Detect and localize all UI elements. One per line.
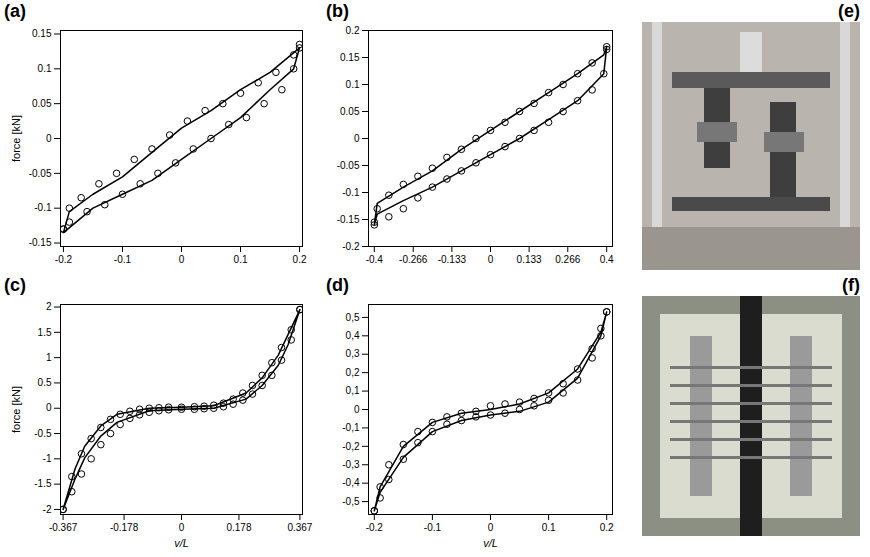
svg-text:-1.5: -1.5 xyxy=(34,478,52,489)
svg-text:0.1: 0.1 xyxy=(542,522,556,533)
svg-text:0,1: 0,1 xyxy=(346,385,360,396)
html-text:(e): (e) xyxy=(838,1,860,21)
svg-text:-0.266: -0.266 xyxy=(399,254,428,265)
svg-text:-0,3: -0,3 xyxy=(342,459,360,470)
svg-text:0.15: 0.15 xyxy=(32,28,52,39)
svg-text:2: 2 xyxy=(46,301,52,312)
svg-text:0.2: 0.2 xyxy=(346,25,360,36)
html-text:(f): (f) xyxy=(842,275,860,295)
svg-text:0: 0 xyxy=(179,254,185,265)
svg-text:0: 0 xyxy=(46,133,52,144)
svg-text:-0.178: -0.178 xyxy=(110,522,139,533)
svg-text:-0.2: -0.2 xyxy=(342,241,360,252)
svg-text:-1: -1 xyxy=(43,453,52,464)
html-text:(c): (c) xyxy=(4,275,26,295)
svg-text:0: 0 xyxy=(46,402,52,413)
svg-text:0.2: 0.2 xyxy=(293,254,307,265)
svg-text:0: 0 xyxy=(488,522,494,533)
svg-text:0.15: 0.15 xyxy=(340,52,360,63)
svg-text:0.1: 0.1 xyxy=(38,63,52,74)
svg-text:0.133: 0.133 xyxy=(517,254,542,265)
svg-text:-0.05: -0.05 xyxy=(29,168,52,179)
svg-text:-0.05: -0.05 xyxy=(337,160,360,171)
svg-text:-0.2: -0.2 xyxy=(55,254,73,265)
svg-text:0: 0 xyxy=(354,133,360,144)
svg-text:0.4: 0.4 xyxy=(600,254,614,265)
svg-text:0.367: 0.367 xyxy=(287,522,312,533)
svg-text:0: 0 xyxy=(354,404,360,415)
svg-text:1.5: 1.5 xyxy=(38,327,52,338)
svg-text:0,5: 0,5 xyxy=(346,312,360,323)
svg-text:-0.2: -0.2 xyxy=(366,522,384,533)
svg-text:force [kN]: force [kN] xyxy=(10,115,22,162)
svg-text:-0,4: -0,4 xyxy=(342,477,360,488)
svg-text:0.05: 0.05 xyxy=(340,106,360,117)
svg-text:1: 1 xyxy=(46,352,52,363)
svg-text:-0.15: -0.15 xyxy=(337,214,360,225)
svg-text:0.5: 0.5 xyxy=(38,377,52,388)
svg-text:v/L: v/L xyxy=(174,537,189,549)
svg-text:force [kN]: force [kN] xyxy=(10,386,22,433)
svg-text:0.2: 0.2 xyxy=(600,522,614,533)
svg-text:0.1: 0.1 xyxy=(346,79,360,90)
svg-text:-0,2: -0,2 xyxy=(342,441,360,452)
html-text:(a): (a) xyxy=(4,1,26,21)
html-text:(b): (b) xyxy=(326,1,349,21)
svg-text:0: 0 xyxy=(179,522,185,533)
svg-text:-0.5: -0.5 xyxy=(34,428,52,439)
svg-text:-0.4: -0.4 xyxy=(366,254,384,265)
svg-text:-2: -2 xyxy=(43,504,52,515)
svg-text:0,4: 0,4 xyxy=(346,330,360,341)
svg-text:-0.15: -0.15 xyxy=(29,237,52,248)
svg-text:0: 0 xyxy=(488,254,494,265)
svg-text:v/L: v/L xyxy=(483,537,498,549)
svg-text:0,2: 0,2 xyxy=(346,367,360,378)
svg-text:-0.1: -0.1 xyxy=(424,522,442,533)
svg-text:0.178: 0.178 xyxy=(226,522,251,533)
svg-text:-0.1: -0.1 xyxy=(34,202,52,213)
html-text:(d): (d) xyxy=(326,275,349,295)
svg-text:-0,5: -0,5 xyxy=(342,496,360,507)
svg-text:0.05: 0.05 xyxy=(32,98,52,109)
svg-text:-0,1: -0,1 xyxy=(342,422,360,433)
svg-text:0.266: 0.266 xyxy=(555,254,580,265)
svg-text:0.1: 0.1 xyxy=(234,254,248,265)
svg-text:-0.1: -0.1 xyxy=(342,187,360,198)
svg-text:-0.133: -0.133 xyxy=(438,254,467,265)
svg-text:0,3: 0,3 xyxy=(346,348,360,359)
svg-text:-0.367: -0.367 xyxy=(49,522,78,533)
svg-text:-0.1: -0.1 xyxy=(114,254,132,265)
